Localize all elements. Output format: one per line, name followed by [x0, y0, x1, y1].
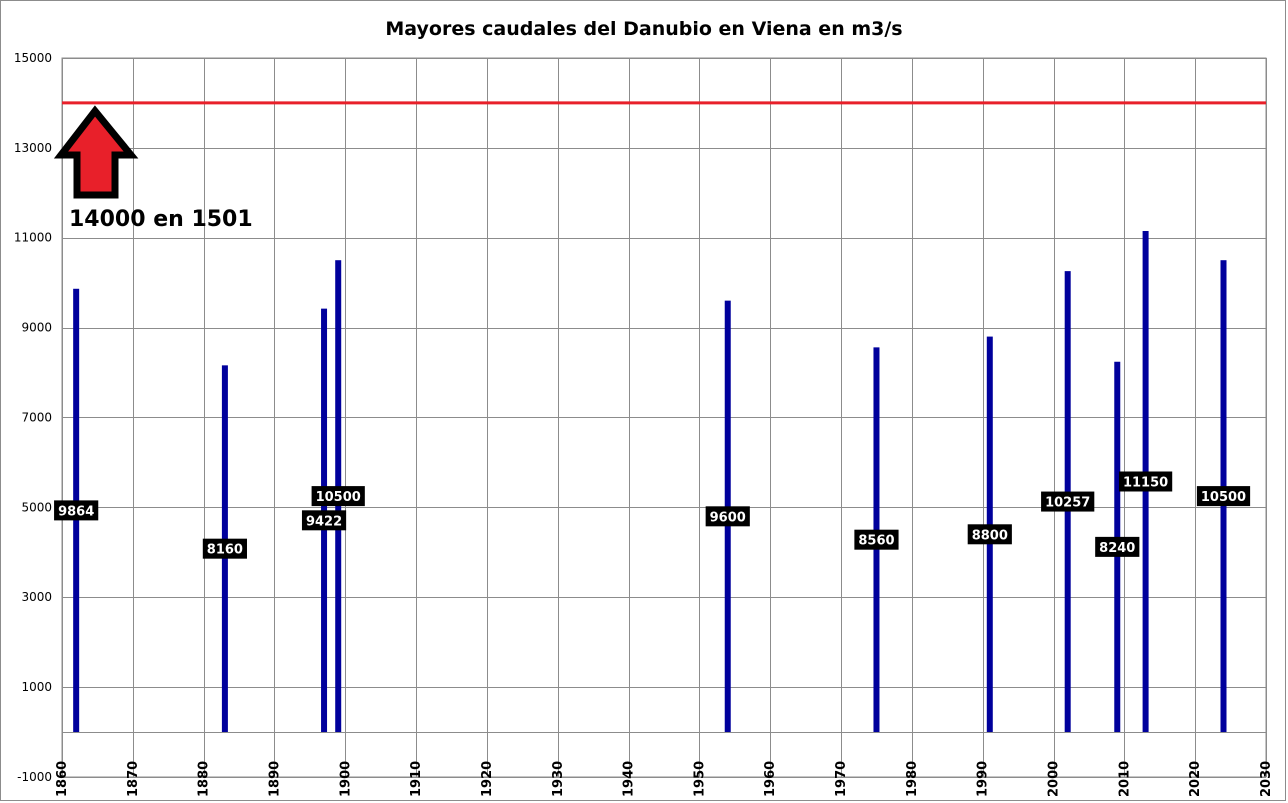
x-tick-label: 2020 — [1188, 761, 1203, 797]
data-label: 8160 — [202, 538, 247, 559]
data-label: 10500 — [1196, 486, 1251, 507]
y-tick-label: 13000 — [14, 141, 52, 155]
x-tick-label: 2030 — [1259, 761, 1274, 797]
data-label-text: 8800 — [972, 528, 1008, 543]
data-label-text: 10257 — [1045, 496, 1090, 511]
annotation-text: 14000 en 1501 — [69, 207, 253, 232]
data-label-text: 10500 — [316, 490, 361, 505]
bars — [73, 230, 1227, 732]
data-label: 9864 — [54, 500, 99, 521]
x-tick-label: 1910 — [409, 761, 424, 797]
data-label-text: 9422 — [306, 514, 342, 529]
y-tick-label: 1000 — [21, 680, 52, 694]
x-tick-label: 2000 — [1047, 761, 1062, 797]
x-tick-label: 1950 — [692, 761, 707, 797]
data-label-box — [1118, 471, 1173, 492]
x-tick-label: 1990 — [976, 761, 991, 797]
data-label-box — [1095, 536, 1140, 557]
x-tick-label: 1930 — [551, 761, 566, 797]
y-tick-label: 11000 — [14, 231, 52, 245]
x-tick-label: 1860 — [55, 761, 70, 797]
data-label-box — [705, 506, 750, 527]
data-labels: 9864 8160 9422 10500 9600 8560 8800 10257 8240 11… — [54, 471, 1251, 559]
data-label-box — [54, 500, 99, 521]
chart-title: Mayores caudales del Danubio en Viena en… — [385, 18, 902, 40]
data-label: 8800 — [967, 524, 1012, 545]
data-label: 9600 — [705, 506, 750, 527]
axis-ticks: -1000 1000 3000 5000 7000 9000 11000 13000 15000… — [14, 51, 1274, 797]
data-label: 8240 — [1095, 536, 1140, 557]
data-label-box — [1041, 491, 1095, 512]
data-label-box — [311, 486, 365, 507]
y-tick-label: 5000 — [21, 500, 52, 514]
y-tick-label: 9000 — [21, 321, 52, 335]
data-label-text: 9600 — [710, 510, 746, 525]
data-label: 10257 — [1041, 491, 1095, 512]
data-label-box — [301, 510, 347, 531]
x-tick-label: 2010 — [1117, 761, 1132, 797]
x-tick-label: 1980 — [905, 761, 920, 797]
data-label-box — [854, 529, 899, 550]
data-label-text: 11150 — [1123, 475, 1168, 490]
x-tick-label: 1940 — [622, 761, 637, 797]
data-label: 11150 — [1118, 471, 1173, 492]
x-tick-label: 1900 — [338, 761, 353, 797]
annotation-group: 14000 en 1501 — [53, 105, 253, 232]
data-label-text: 8160 — [207, 543, 243, 558]
data-label-text: 10500 — [1201, 490, 1246, 505]
y-tick-label: 3000 — [21, 590, 52, 604]
x-tick-label: 1880 — [197, 761, 212, 797]
data-label-box — [967, 524, 1012, 545]
data-label-box — [1196, 486, 1251, 507]
y-tick-label: -1000 — [17, 770, 52, 784]
x-tick-label: 1870 — [126, 761, 141, 797]
y-tick-label: 7000 — [21, 410, 52, 424]
x-tick-label: 1890 — [267, 761, 282, 797]
y-tick-label: 15000 — [14, 51, 52, 65]
data-label: 8560 — [854, 529, 899, 550]
data-label-text: 8240 — [1099, 541, 1135, 556]
data-label-text: 9864 — [58, 504, 94, 519]
data-label: 10500 — [311, 486, 365, 507]
gridlines — [61, 57, 1267, 778]
x-tick-label: 1970 — [834, 761, 849, 797]
data-label-text: 8560 — [858, 534, 894, 549]
up-arrow-icon — [53, 105, 139, 199]
x-tick-label: 1960 — [763, 761, 778, 797]
data-label-box — [202, 538, 247, 559]
x-tick-label: 1920 — [480, 761, 495, 797]
data-label: 9422 — [301, 510, 347, 531]
